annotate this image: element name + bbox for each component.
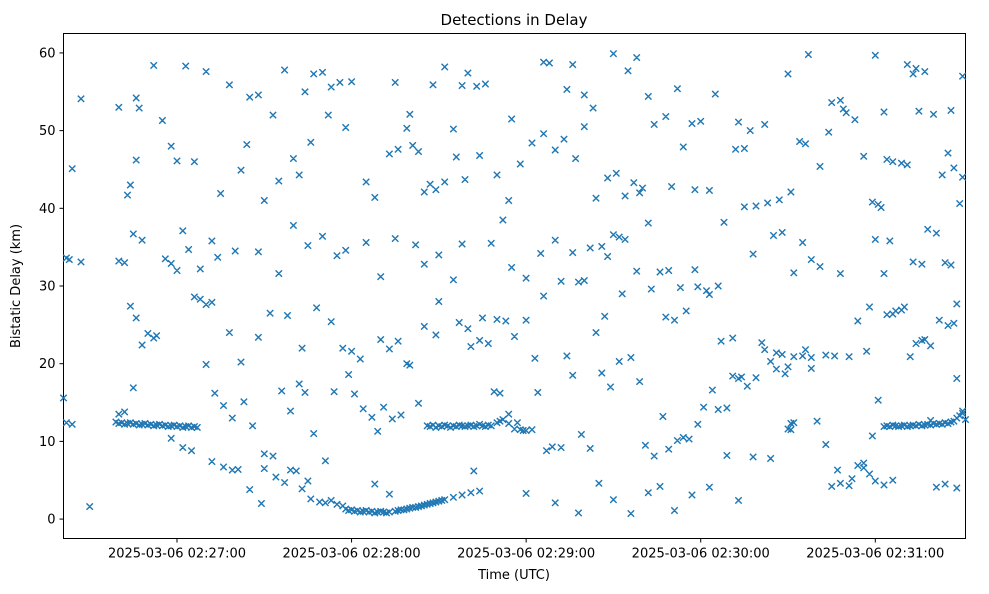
chart-title: Detections in Delay (441, 11, 588, 29)
scatter-markers (59, 50, 970, 518)
y-tick-label: 0 (47, 513, 55, 528)
scatter-markers-group (59, 50, 970, 518)
y-tick-label: 40 (39, 202, 56, 217)
x-tick-label: 2025-03-06 02:27:00 (108, 547, 246, 562)
x-axis: 2025-03-06 02:27:00 2025-03-06 02:28:00 20… (108, 538, 944, 562)
x-tick-label: 2025-03-06 02:28:00 (283, 547, 421, 562)
y-tick-label: 20 (39, 357, 56, 372)
y-tick-label: 60 (39, 46, 56, 61)
x-tick-label: 2025-03-06 02:30:00 (632, 547, 770, 562)
y-tick-label: 30 (39, 280, 56, 295)
y-axis: 0 10 20 30 40 50 60 (39, 46, 64, 528)
y-tick-label: 50 (39, 124, 56, 139)
x-tick-label: 2025-03-06 02:29:00 (457, 547, 595, 562)
plot-border (63, 33, 966, 539)
x-tick-label: 2025-03-06 02:31:00 (806, 547, 944, 562)
y-axis-label: Bistatic Delay (km) (9, 224, 24, 348)
x-axis-label: Time (UTC) (477, 568, 550, 583)
y-tick-label: 10 (39, 435, 56, 450)
